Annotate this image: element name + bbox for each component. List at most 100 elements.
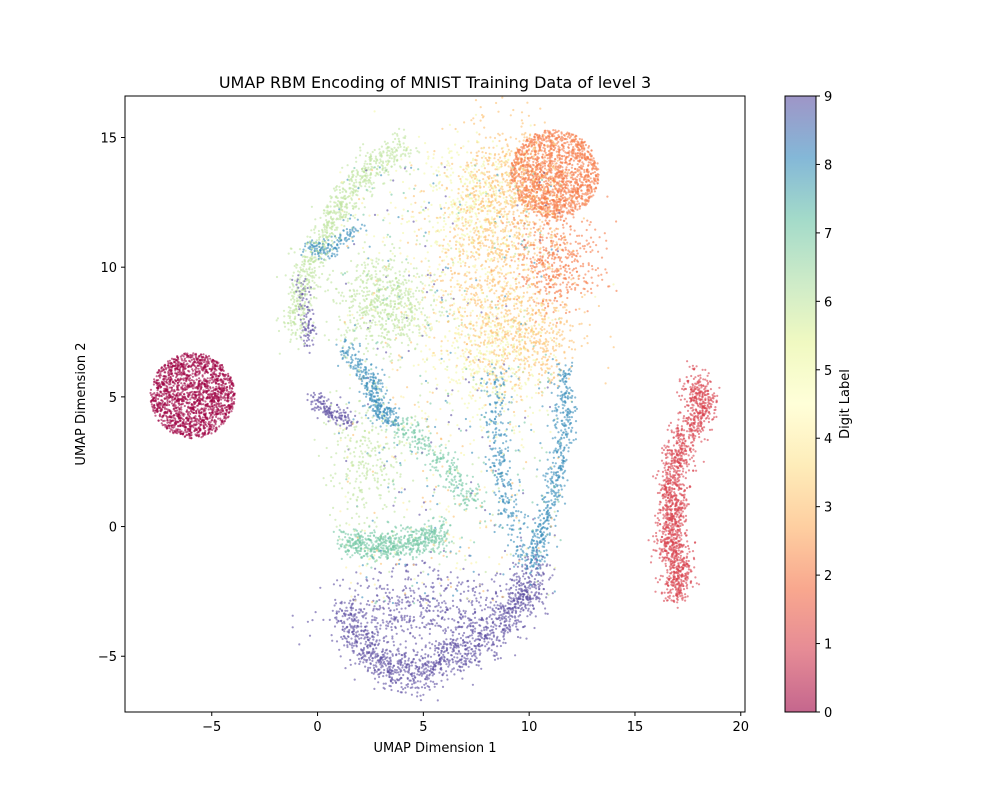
scatter-point xyxy=(538,323,541,327)
scatter-point xyxy=(519,366,522,369)
scatter-point xyxy=(365,233,368,236)
scatter-point xyxy=(291,331,294,334)
scatter-point xyxy=(300,338,303,341)
scatter-point xyxy=(474,650,477,653)
scatter-point xyxy=(559,218,562,221)
scatter-point xyxy=(535,276,539,279)
scatter-point xyxy=(510,332,513,336)
scatter-point xyxy=(479,305,482,308)
scatter-point xyxy=(431,354,434,357)
scatter-point xyxy=(406,530,409,533)
scatter-point xyxy=(444,443,447,446)
scatter-point xyxy=(693,426,696,429)
scatter-point xyxy=(534,153,537,156)
scatter-point xyxy=(351,239,354,243)
scatter-point xyxy=(403,291,406,295)
scatter-point xyxy=(443,171,446,175)
scatter-point xyxy=(477,168,481,172)
scatter-point xyxy=(467,649,470,652)
scatter-point xyxy=(474,113,478,116)
scatter-point xyxy=(563,154,566,158)
scatter-point xyxy=(304,334,307,338)
scatter-point xyxy=(380,174,383,177)
scatter-point xyxy=(604,382,607,385)
scatter-point xyxy=(519,555,522,559)
scatter-point xyxy=(544,176,547,179)
scatter-point xyxy=(449,550,452,553)
scatter-point xyxy=(448,213,451,216)
scatter-point xyxy=(488,444,491,448)
scatter-point xyxy=(432,590,435,593)
scatter-point xyxy=(389,302,392,305)
scatter-point xyxy=(362,213,365,216)
scatter-point xyxy=(557,256,560,259)
scatter-point xyxy=(547,254,551,257)
scatter-point xyxy=(364,266,367,269)
scatter-point xyxy=(491,628,494,631)
scatter-point xyxy=(322,421,326,424)
scatter-point xyxy=(676,424,679,427)
scatter-point xyxy=(414,276,417,279)
scatter-point xyxy=(544,607,547,610)
scatter-point xyxy=(363,529,366,532)
scatter-point xyxy=(505,553,509,556)
scatter-point xyxy=(438,173,441,177)
scatter-point xyxy=(511,592,514,595)
scatter-point xyxy=(365,501,368,504)
scatter-point xyxy=(421,496,424,499)
scatter-point xyxy=(438,460,441,463)
scatter-point xyxy=(512,108,515,112)
scatter-point xyxy=(477,257,480,260)
scatter-point xyxy=(433,336,436,339)
scatter-point xyxy=(395,432,398,435)
scatter-point xyxy=(275,319,278,322)
scatter-point xyxy=(442,294,445,297)
scatter-point xyxy=(341,431,344,434)
scatter-point xyxy=(591,249,594,252)
scatter-point xyxy=(473,231,476,234)
scatter-point xyxy=(484,365,487,368)
scatter-point xyxy=(404,686,407,690)
scatter-point xyxy=(465,429,468,432)
scatter-point xyxy=(376,458,379,462)
scatter-point xyxy=(512,222,515,225)
scatter-point xyxy=(447,394,450,397)
scatter-point xyxy=(507,295,510,298)
scatter-point xyxy=(313,399,316,402)
scatter-point xyxy=(400,395,403,398)
scatter-point xyxy=(479,244,482,247)
scatter-point xyxy=(541,394,544,397)
scatter-point xyxy=(481,385,484,388)
scatter-point xyxy=(527,515,530,518)
scatter-point xyxy=(522,276,525,279)
scatter-point xyxy=(363,162,366,165)
scatter-point xyxy=(340,557,343,561)
scatter-point xyxy=(374,602,377,605)
scatter-point xyxy=(398,246,401,250)
scatter-point xyxy=(554,524,557,528)
scatter-point xyxy=(424,463,427,466)
scatter-point xyxy=(556,421,559,424)
scatter-point xyxy=(443,659,446,662)
scatter-point xyxy=(381,331,384,335)
scatter-point xyxy=(526,253,530,256)
scatter-point xyxy=(445,310,448,313)
scatter-point xyxy=(361,316,364,319)
scatter-point xyxy=(418,307,421,310)
scatter-point xyxy=(325,399,328,402)
scatter-point xyxy=(551,592,554,595)
scatter-point xyxy=(580,234,584,237)
scatter-point xyxy=(453,495,456,498)
scatter-point xyxy=(661,575,664,578)
scatter-point xyxy=(393,146,396,149)
scatter-point xyxy=(298,248,302,251)
scatter-point xyxy=(344,299,348,302)
scatter-point xyxy=(574,438,578,441)
scatter-point xyxy=(529,152,533,155)
scatter-point xyxy=(586,219,589,222)
scatter-point xyxy=(296,328,299,331)
scatter-point xyxy=(438,671,441,674)
scatter-point xyxy=(361,538,364,542)
scatter-point xyxy=(470,481,473,484)
scatter-point xyxy=(517,384,520,387)
